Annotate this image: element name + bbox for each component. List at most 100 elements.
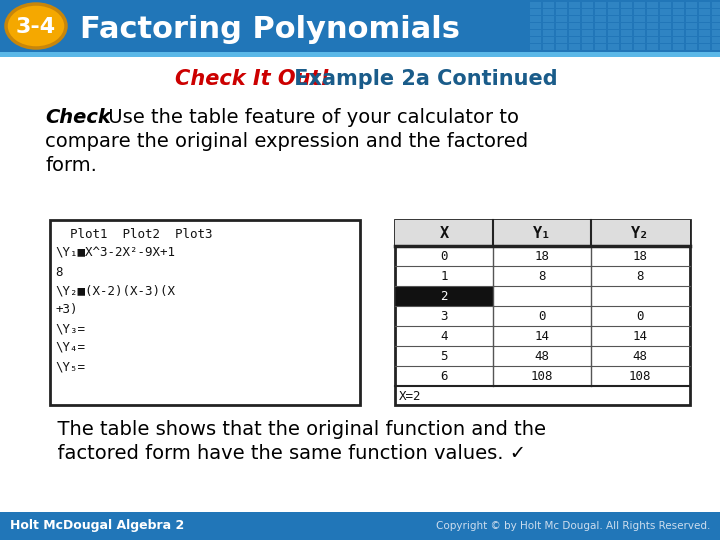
Bar bbox=[673, 44, 684, 50]
Bar bbox=[530, 9, 541, 15]
Text: Copyright © by Holt Mc Dougal. All Rights Reserved.: Copyright © by Holt Mc Dougal. All Right… bbox=[436, 521, 710, 531]
Bar bbox=[660, 44, 671, 50]
Bar bbox=[608, 44, 619, 50]
Bar bbox=[621, 16, 632, 22]
Bar bbox=[530, 44, 541, 50]
Bar bbox=[582, 2, 593, 8]
Bar bbox=[647, 16, 658, 22]
Bar bbox=[699, 23, 710, 29]
Bar bbox=[595, 44, 606, 50]
Bar bbox=[699, 2, 710, 8]
Bar bbox=[396, 286, 493, 306]
Bar bbox=[673, 2, 684, 8]
Bar bbox=[582, 23, 593, 29]
Bar bbox=[686, 44, 697, 50]
Bar bbox=[647, 30, 658, 36]
Bar bbox=[647, 2, 658, 8]
Text: compare the original expression and the factored: compare the original expression and the … bbox=[45, 132, 528, 151]
Text: \Y₅=: \Y₅= bbox=[55, 360, 85, 373]
Text: 0: 0 bbox=[440, 249, 448, 262]
Bar bbox=[673, 23, 684, 29]
Bar bbox=[556, 23, 567, 29]
Bar bbox=[0, 0, 720, 52]
Bar bbox=[543, 37, 554, 43]
Bar bbox=[621, 37, 632, 43]
Bar bbox=[543, 9, 554, 15]
Text: 108: 108 bbox=[629, 369, 652, 382]
Bar bbox=[569, 44, 580, 50]
Bar bbox=[634, 44, 645, 50]
Text: Factoring Polynomials: Factoring Polynomials bbox=[80, 16, 460, 44]
Text: 14: 14 bbox=[534, 329, 549, 342]
Bar bbox=[634, 30, 645, 36]
Bar bbox=[543, 44, 554, 50]
Text: factored form have the same function values. ✓: factored form have the same function val… bbox=[45, 444, 526, 463]
Bar bbox=[634, 23, 645, 29]
Text: 3: 3 bbox=[440, 309, 448, 322]
Ellipse shape bbox=[6, 4, 66, 48]
Bar bbox=[569, 23, 580, 29]
Text: Y₁: Y₁ bbox=[533, 226, 551, 240]
Text: \Y₂■(X-2)(X-3)(X: \Y₂■(X-2)(X-3)(X bbox=[55, 284, 175, 297]
Text: 3-4: 3-4 bbox=[16, 17, 56, 37]
Text: 14: 14 bbox=[632, 329, 647, 342]
Bar bbox=[712, 30, 720, 36]
Text: 0: 0 bbox=[636, 309, 644, 322]
Bar bbox=[556, 44, 567, 50]
Bar bbox=[582, 9, 593, 15]
Text: 48: 48 bbox=[534, 349, 549, 362]
Text: 4: 4 bbox=[440, 329, 448, 342]
Bar bbox=[647, 23, 658, 29]
Bar bbox=[686, 30, 697, 36]
Bar bbox=[569, 30, 580, 36]
Bar bbox=[530, 23, 541, 29]
Bar bbox=[608, 2, 619, 8]
Bar bbox=[543, 23, 554, 29]
Bar bbox=[686, 9, 697, 15]
Bar bbox=[634, 2, 645, 8]
Bar bbox=[621, 2, 632, 8]
Bar bbox=[595, 9, 606, 15]
Bar bbox=[556, 37, 567, 43]
Bar bbox=[608, 30, 619, 36]
Bar bbox=[660, 16, 671, 22]
Bar bbox=[395, 220, 690, 246]
Text: 18: 18 bbox=[534, 249, 549, 262]
Text: Use the table feature of your calculator to: Use the table feature of your calculator… bbox=[102, 108, 519, 127]
Bar bbox=[50, 220, 360, 405]
Text: 8: 8 bbox=[539, 269, 546, 282]
Text: Plot1  Plot2  Plot3: Plot1 Plot2 Plot3 bbox=[55, 228, 212, 241]
Bar bbox=[660, 2, 671, 8]
Bar bbox=[660, 30, 671, 36]
Text: 1: 1 bbox=[440, 269, 448, 282]
Bar bbox=[530, 16, 541, 22]
Bar bbox=[712, 16, 720, 22]
Bar bbox=[569, 37, 580, 43]
Bar bbox=[686, 37, 697, 43]
Bar bbox=[595, 23, 606, 29]
Text: 2: 2 bbox=[440, 289, 448, 302]
Bar bbox=[660, 37, 671, 43]
Text: Y₂: Y₂ bbox=[631, 226, 649, 240]
Bar bbox=[686, 16, 697, 22]
Text: X=2: X=2 bbox=[399, 390, 421, 403]
Text: Check: Check bbox=[45, 108, 111, 127]
Bar bbox=[673, 37, 684, 43]
Bar bbox=[673, 30, 684, 36]
Bar bbox=[582, 37, 593, 43]
Bar bbox=[699, 30, 710, 36]
Bar bbox=[712, 9, 720, 15]
Bar bbox=[699, 9, 710, 15]
Bar bbox=[712, 37, 720, 43]
Text: \Y₁■X^3-2X²-9X+1: \Y₁■X^3-2X²-9X+1 bbox=[55, 247, 175, 260]
Text: Holt McDougal Algebra 2: Holt McDougal Algebra 2 bbox=[10, 519, 184, 532]
Text: 6: 6 bbox=[440, 369, 448, 382]
Bar bbox=[608, 16, 619, 22]
Text: Check It Out!: Check It Out! bbox=[175, 69, 330, 89]
Bar bbox=[556, 9, 567, 15]
Bar bbox=[699, 44, 710, 50]
Bar bbox=[712, 2, 720, 8]
Text: 8: 8 bbox=[55, 266, 63, 279]
Bar bbox=[543, 30, 554, 36]
Text: 5: 5 bbox=[440, 349, 448, 362]
